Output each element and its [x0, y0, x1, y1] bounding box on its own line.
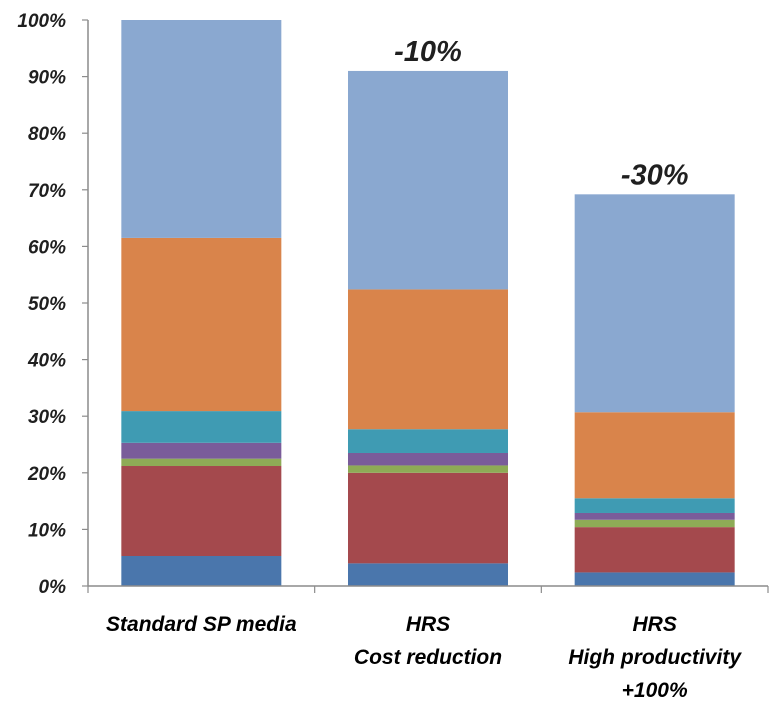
x-category-label: +100%: [622, 679, 688, 702]
y-tick-label: 30%: [28, 407, 66, 428]
y-tick-label: 10%: [28, 520, 66, 541]
y-tick-label: 90%: [28, 68, 66, 89]
bar-segment: [348, 429, 508, 453]
y-tick-label: 0%: [39, 577, 67, 598]
bar-segment: [574, 412, 735, 499]
y-tick-label: 40%: [27, 351, 66, 372]
x-category-label: High productivity: [568, 646, 742, 669]
y-tick-label: 50%: [28, 294, 66, 315]
bar-segment: [121, 556, 282, 586]
bar-segment: [348, 472, 508, 564]
bar-segment: [348, 70, 508, 290]
y-tick-label: 20%: [27, 464, 66, 485]
y-tick-label: 60%: [28, 237, 66, 258]
bar-segment: [348, 289, 508, 430]
bar-segment: [348, 465, 508, 473]
bars: [121, 20, 735, 586]
bar-segment: [348, 452, 508, 466]
bar-segment: [574, 519, 735, 528]
bar-segment: [574, 194, 735, 413]
x-category-label: Cost reduction: [354, 646, 502, 669]
y-axis-ticks: 0% 10% 20% 30% 40% 50% 60% 70% 80% 90% 100%: [17, 11, 88, 598]
y-tick-label: 80%: [28, 124, 66, 145]
axes: [87, 20, 769, 593]
bar-annotation: -30%: [621, 159, 689, 191]
bar-segment: [121, 442, 282, 459]
x-category-label: HRS: [406, 613, 450, 636]
x-category-label: HRS: [632, 613, 676, 636]
bar-segment: [121, 458, 282, 467]
annotations: -10% -30%: [394, 36, 688, 191]
y-tick-label: 100%: [17, 11, 66, 32]
bar-segment: [574, 572, 735, 586]
y-tick-label: 70%: [28, 181, 66, 202]
bar-segment: [121, 411, 282, 443]
bar-segment: [574, 498, 735, 513]
bar-segment: [574, 512, 735, 520]
bar-segment: [121, 20, 282, 238]
bar-segment: [574, 527, 735, 573]
category-labels: Standard SP media HRS Cost reduction HRS Hig…: [106, 613, 742, 702]
bar-segment: [348, 563, 508, 586]
bar-segment: [121, 237, 282, 412]
x-category-label: Standard SP media: [106, 613, 297, 636]
bar-annotation: -10%: [394, 36, 462, 68]
bar-segment: [121, 466, 282, 557]
